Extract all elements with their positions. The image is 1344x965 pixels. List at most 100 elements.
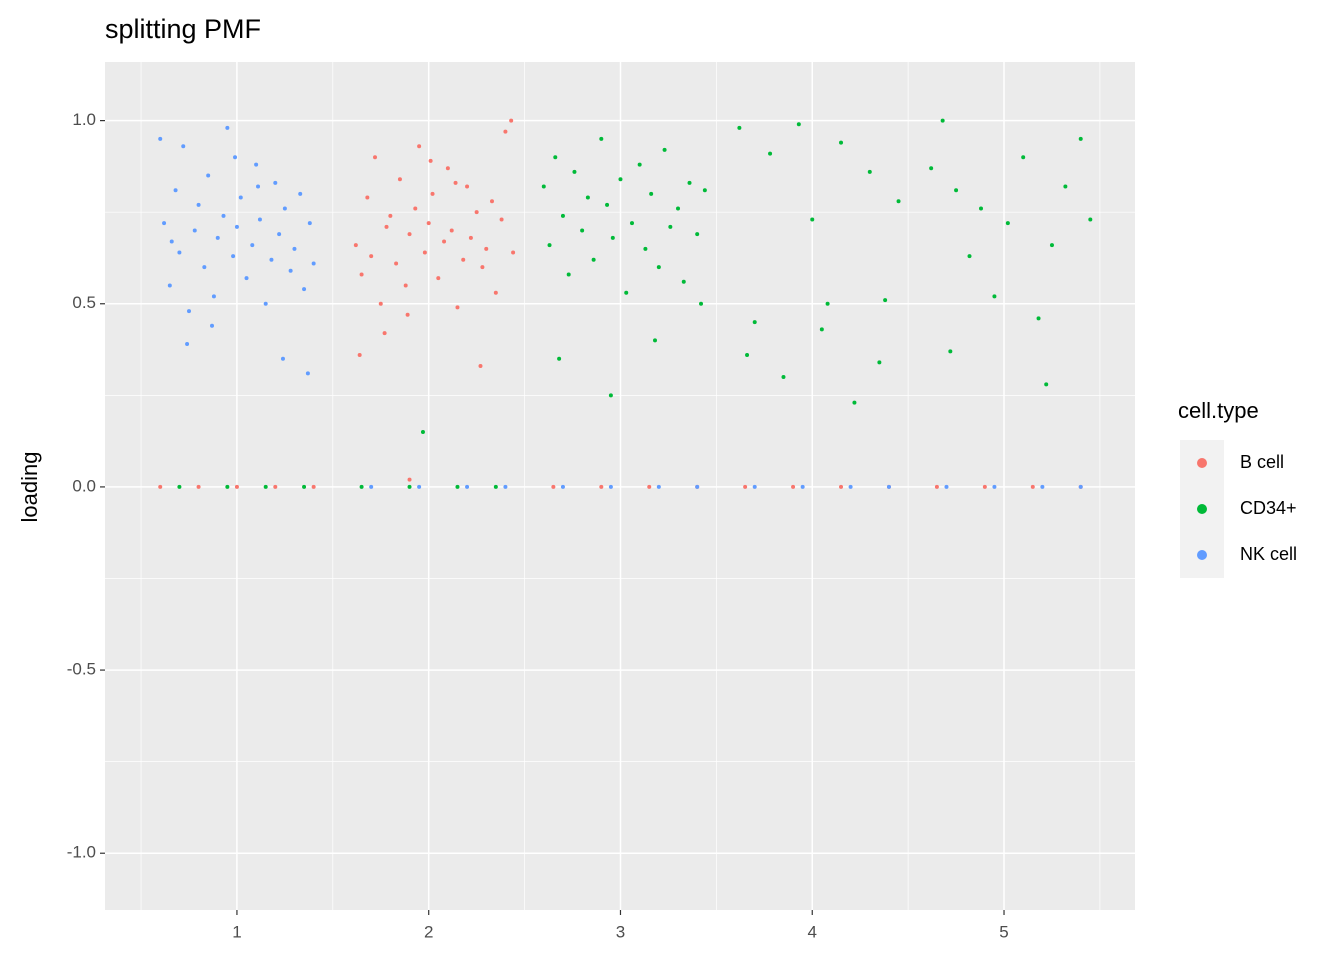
point [453, 180, 458, 185]
point [449, 228, 454, 233]
point [357, 353, 362, 358]
x-tick-label: 4 [808, 922, 817, 941]
point [192, 228, 197, 233]
point [403, 283, 408, 288]
point [652, 338, 657, 343]
point [676, 206, 681, 211]
point [426, 221, 431, 226]
point [944, 484, 949, 489]
point [273, 484, 278, 489]
point [384, 224, 389, 229]
point [405, 312, 410, 317]
point [702, 188, 707, 193]
legend-label: NK cell [1240, 544, 1297, 564]
point [455, 484, 460, 489]
point [585, 195, 590, 200]
point [233, 155, 238, 160]
point [211, 294, 216, 299]
point [177, 250, 182, 255]
point [480, 265, 485, 270]
point [196, 484, 201, 489]
point [867, 169, 872, 174]
point [158, 136, 163, 141]
point [238, 195, 243, 200]
point [196, 202, 201, 207]
point [647, 484, 652, 489]
point [768, 151, 773, 156]
point [1078, 136, 1083, 141]
point [791, 484, 796, 489]
point [282, 206, 287, 211]
point [428, 158, 433, 163]
point [560, 484, 565, 489]
point [225, 125, 230, 130]
point [877, 360, 882, 365]
point [982, 484, 987, 489]
point [422, 250, 427, 255]
point [263, 484, 268, 489]
point [752, 320, 757, 325]
point [369, 254, 374, 259]
point [206, 173, 211, 178]
point [848, 484, 853, 489]
point [967, 254, 972, 259]
grid [105, 62, 1135, 910]
point [244, 276, 249, 281]
point [608, 484, 613, 489]
point [158, 484, 163, 489]
point [839, 484, 844, 489]
point [234, 224, 239, 229]
point [373, 155, 378, 160]
point [292, 246, 297, 251]
point [511, 250, 516, 255]
point [407, 477, 412, 482]
point [302, 484, 307, 489]
point [436, 276, 441, 281]
point [580, 228, 585, 233]
point [493, 484, 498, 489]
point [608, 393, 613, 398]
point [551, 484, 556, 489]
chart-title: splitting PMF [105, 14, 261, 44]
point [474, 210, 479, 215]
y-tick-label: 0.5 [72, 293, 96, 312]
point [800, 484, 805, 489]
point [307, 221, 312, 226]
point [465, 184, 470, 189]
point [202, 265, 207, 270]
point [489, 199, 494, 204]
point [257, 217, 262, 222]
point [499, 217, 504, 222]
point [796, 122, 801, 127]
point [643, 246, 648, 251]
point [288, 268, 293, 273]
point [662, 147, 667, 152]
point [455, 305, 460, 310]
point [173, 188, 178, 193]
point [695, 232, 700, 237]
point [442, 239, 447, 244]
point [745, 353, 750, 358]
point [929, 166, 934, 171]
point [852, 400, 857, 405]
point [1036, 316, 1041, 321]
point [445, 166, 450, 171]
point [311, 261, 316, 266]
point [629, 221, 634, 226]
point [1030, 484, 1035, 489]
point [687, 180, 692, 185]
point [637, 162, 642, 167]
point [461, 257, 466, 262]
legend-title: cell.type [1178, 398, 1259, 423]
point [781, 375, 786, 380]
point [948, 349, 953, 354]
point [407, 232, 412, 237]
point [883, 298, 888, 303]
point [302, 287, 307, 292]
point [605, 202, 610, 207]
point [365, 195, 370, 200]
x-tick-label: 1 [232, 922, 241, 941]
point [624, 290, 629, 295]
legend: B cell CD34+ NK cell [1180, 440, 1297, 578]
